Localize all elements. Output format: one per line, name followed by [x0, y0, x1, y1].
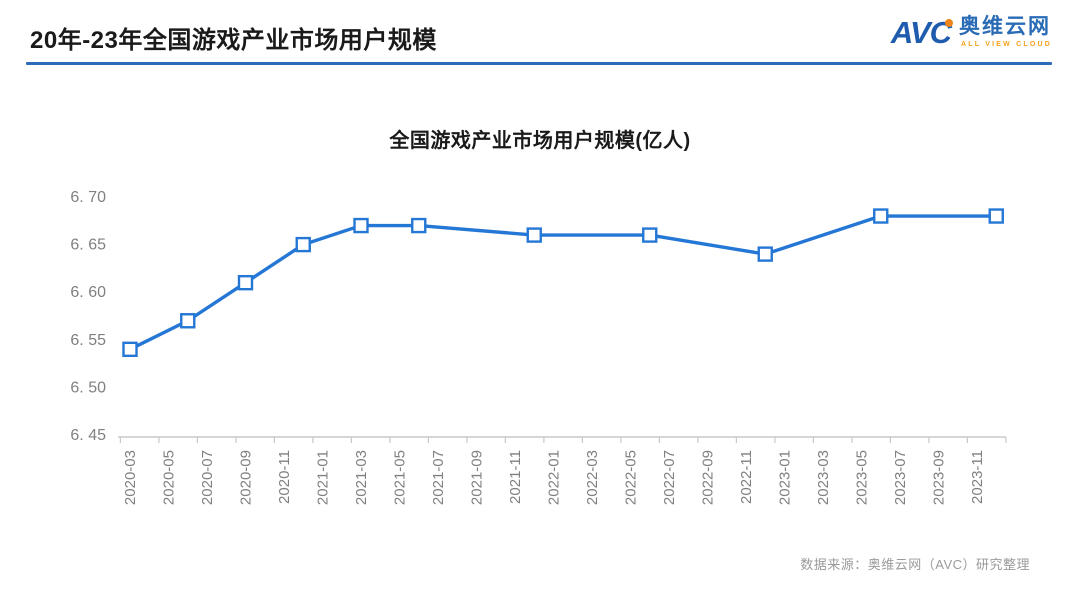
x-tick-label: 2023-01	[777, 450, 794, 505]
x-tick-label: 2022-09	[700, 450, 717, 505]
x-tick-label: 2021-01	[315, 450, 332, 505]
avc-logo-name-en: ALL VIEW CLOUD	[961, 41, 1052, 48]
x-tick-label: 2022-03	[584, 450, 601, 505]
x-tick-label: 2022-01	[546, 450, 563, 505]
y-tick-label: 6. 50	[70, 379, 106, 396]
data-point-marker	[757, 246, 773, 262]
x-tick-label: 2020-05	[161, 450, 178, 505]
data-point-marker	[526, 227, 542, 243]
x-tick-label: 2021-11	[507, 450, 524, 504]
x-tick-label: 2021-05	[392, 450, 409, 505]
chart-title: 全国游戏产业市场用户规模(亿人)	[389, 130, 691, 152]
data-point-marker	[180, 313, 196, 329]
data-point-marker	[411, 217, 427, 234]
x-tick-label: 2023-11	[969, 450, 986, 504]
x-tick-label: 2023-07	[892, 450, 909, 505]
data-source-note: 数据来源：奥维云网（AVC）研究整理	[800, 557, 1030, 572]
report-header: 20年-23年全国游戏产业市场用户规模 AVC 奥维云网 ALL VIEW CL…	[0, 0, 1080, 66]
x-tick-label: 2022-05	[623, 450, 640, 505]
avc-logo-acronym: AVC	[890, 14, 952, 50]
x-tick-label: 2021-07	[430, 450, 447, 505]
data-point-marker	[237, 274, 254, 291]
data-point-marker	[988, 208, 1004, 224]
x-tick-label: 2021-03	[353, 450, 370, 505]
data-point-marker	[295, 236, 311, 253]
x-tick-label: 2020-03	[122, 450, 139, 505]
x-tick-label: 2023-05	[854, 450, 871, 505]
x-tick-label: 2021-09	[469, 450, 486, 505]
avc-logo-mark: AVC	[890, 14, 954, 50]
avc-logo-names: 奥维云网 ALL VIEW CLOUD	[959, 16, 1052, 48]
y-tick-label: 6. 65	[70, 237, 106, 254]
x-tick-label: 2023-09	[931, 450, 948, 505]
data-point-marker	[122, 341, 138, 358]
x-tick-label: 2020-09	[238, 450, 255, 505]
chart-area: 2020-03 2020-05 2020-07 2020-09 2020-11 2021-…	[0, 160, 1080, 560]
y-tick-label: 6. 60	[70, 284, 106, 301]
series-line	[128, 214, 998, 352]
avc-logo-name-cn: 奥维云网	[959, 15, 1052, 38]
y-tick-label: 6. 55	[70, 332, 106, 349]
data-point-marker	[873, 208, 889, 224]
x-tick-label: 2023-03	[815, 450, 832, 505]
avc-logo: AVC 奥维云网 ALL VIEW CLOUD	[891, 16, 1052, 48]
page-title: 20年-23年全国游戏产业市场用户规模	[30, 27, 437, 54]
x-tick-label: 2022-07	[661, 450, 678, 505]
data-point-marker	[353, 217, 369, 234]
x-tick-label: 2020-11	[276, 450, 293, 504]
x-tick-label: 2022-11	[738, 450, 755, 504]
avc-logo-dot-icon	[945, 18, 954, 27]
y-tick-label: 6. 70	[70, 189, 106, 206]
header-divider	[26, 62, 1052, 65]
x-tick-label: 2020-07	[199, 450, 216, 505]
data-point-marker	[642, 227, 658, 243]
user-scale-line-chart: 2020-03 2020-05 2020-07 2020-09 2020-11 2021-…	[70, 189, 1007, 505]
y-tick-label: 6. 45	[70, 427, 106, 444]
